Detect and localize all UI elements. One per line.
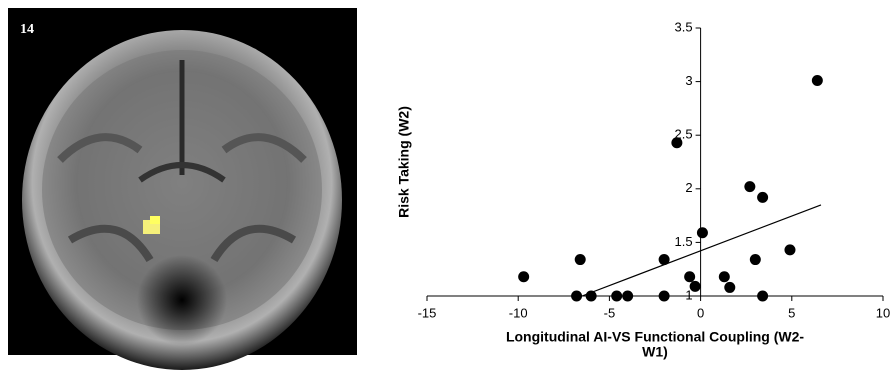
y-tick-label: 2 xyxy=(685,180,692,195)
point xyxy=(690,281,701,292)
point xyxy=(719,271,730,282)
x-tick-label: 0 xyxy=(697,305,704,320)
figure: 14 -15-10-5051011.522.533.5Risk Taking (… xyxy=(0,0,890,373)
x-tick-label: -15 xyxy=(418,305,437,320)
y-tick-label: 3 xyxy=(685,73,692,88)
point xyxy=(611,291,622,302)
point xyxy=(659,254,670,265)
image-label: 14 xyxy=(20,22,34,37)
x-tick-label: -5 xyxy=(604,305,616,320)
x-tick-label: 5 xyxy=(788,305,795,320)
point xyxy=(812,75,823,86)
point xyxy=(575,254,586,265)
point xyxy=(757,291,768,302)
point xyxy=(622,291,633,302)
point xyxy=(586,291,597,302)
point xyxy=(684,271,695,282)
y-axis-label: Risk Taking (W2) xyxy=(396,106,412,218)
x-axis-label: W1) xyxy=(642,344,668,360)
y-tick-label: 3.5 xyxy=(675,19,693,34)
point xyxy=(671,137,682,148)
point xyxy=(757,192,768,203)
page: {"image_label": "14", "chart_data": {"ty… xyxy=(0,0,890,373)
x-tick-label: -10 xyxy=(509,305,528,320)
point xyxy=(518,271,529,282)
x-tick-label: 10 xyxy=(876,305,890,320)
point xyxy=(724,282,735,293)
point xyxy=(784,244,795,255)
point xyxy=(744,181,755,192)
brain-image: 14 xyxy=(8,8,357,370)
x-axis-label: Longitudinal AI-VS Functional Coupling (… xyxy=(506,329,804,345)
point xyxy=(659,291,670,302)
point xyxy=(697,227,708,238)
point xyxy=(750,254,761,265)
y-tick-label: 1.5 xyxy=(675,234,693,249)
point xyxy=(571,291,582,302)
